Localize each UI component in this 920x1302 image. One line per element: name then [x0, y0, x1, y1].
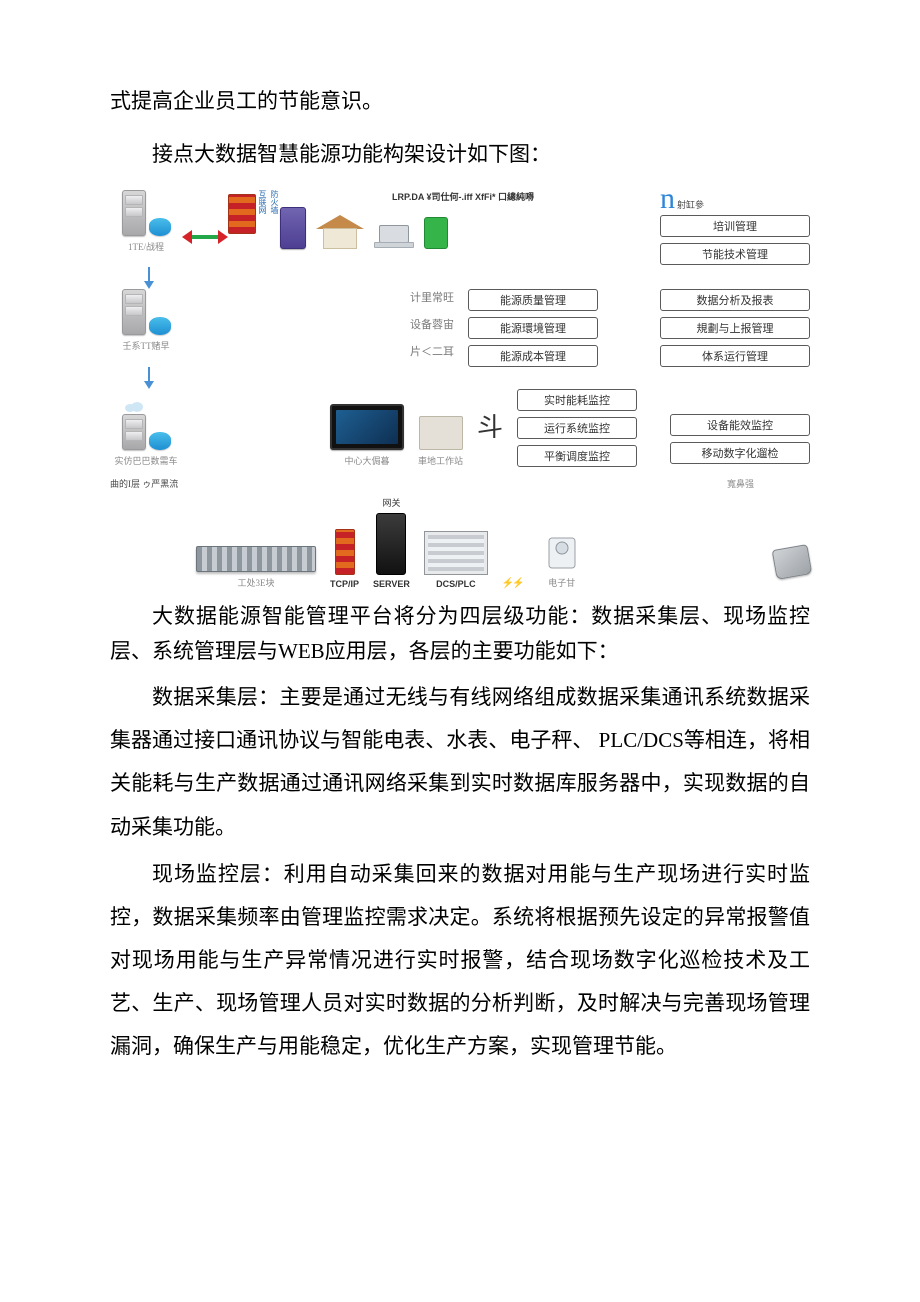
label-workstation: 車地工作站 — [418, 454, 463, 467]
pill-cost: 能源成本管理 — [468, 345, 598, 367]
label-server: SERVER — [373, 579, 410, 589]
pill-plan: 規劃与上报管理 — [660, 317, 810, 339]
label-r3-left: 实仿巴巴数需车 — [114, 454, 177, 467]
server-icon — [122, 289, 146, 335]
pill-train-mgmt: 培训管理 — [660, 215, 810, 237]
label-r2-left: 壬系TT赌早 — [123, 339, 170, 352]
app-server-icon — [280, 207, 306, 249]
pill-run-sys: 运行系统监控 — [517, 417, 637, 439]
switch-icon — [196, 546, 316, 572]
tablet-icon — [424, 217, 448, 249]
paragraph-2: 接点大数据智慧能源功能构架设计如下图： — [110, 133, 810, 176]
pill-quality: 能源质量管理 — [468, 289, 598, 311]
paragraph-5: 现场监控层：利用自动采集回来的数据对用能与生产现场进行实时监控，数据采集频率由管… — [110, 853, 810, 1068]
firewall-icon — [228, 194, 256, 234]
tag-3: 片＜二耳 — [410, 343, 454, 359]
cloud-icon — [124, 400, 144, 414]
vertical-text-2: 防火墙 — [270, 190, 278, 214]
label-switch: 工处3E块 — [238, 576, 275, 589]
pill-sys-run: 体系运行管理 — [660, 345, 810, 367]
vertical-text-1: 互联网 — [258, 190, 266, 214]
tag-list: 计里常旺 设备蓉宙 片＜二耳 — [410, 289, 454, 359]
label-gateway: 网关 — [382, 496, 400, 509]
n-letter-icon: n — [660, 190, 675, 208]
paragraph-4: 数据采集层：主要是通过无线与有线网络组成数据采集通讯系统数据采集器通过接口通讯协… — [110, 676, 810, 848]
label-monitor: 中心大侷暮 — [344, 454, 389, 467]
db-icon — [149, 432, 171, 450]
pill-mobile-insp: 移动数字化遛检 — [670, 442, 810, 464]
server-icon — [122, 414, 146, 450]
plc-icon — [424, 531, 488, 575]
server-tower-icon — [376, 513, 406, 575]
laptop-icon — [374, 225, 414, 249]
document-page: 式提高企业员工的节能意识。 接点大数据智慧能源功能构架设计如下图： 1TE/战程… — [0, 0, 920, 1168]
meter-icon — [543, 532, 581, 572]
firewall-icon — [335, 529, 355, 575]
db-icon — [149, 218, 171, 236]
camera-icon — [772, 544, 813, 580]
paragraph-3: 大数据能源智能管理平台将分为四层级功能：数据采集层、现场监控层、系统管理层与WE… — [110, 599, 810, 668]
label-meter: 电子甘 — [548, 576, 575, 589]
db-icon — [149, 317, 171, 335]
diagram-header-line: LRP.DA ¥司仕何-.iff XfFi* 口總純嘚 — [280, 190, 646, 203]
label-r4-left: 曲的I层 ゥ严黑流 — [110, 477, 178, 490]
wireless-icon: ⚡⚡ — [502, 578, 523, 589]
pill-analytics: 数据分析及报表 — [660, 289, 810, 311]
arrow-down-icon — [144, 281, 154, 289]
label-plc: DCS/PLC — [436, 579, 476, 589]
bidir-arrow-icon — [182, 232, 228, 242]
pill-realtime: 实时能耗监控 — [517, 389, 637, 411]
tag-1: 计里常旺 — [410, 289, 454, 305]
pill-env: 能源環境管理 — [468, 317, 598, 339]
n-suffix-label: 射缸參 — [677, 198, 704, 211]
label-r4-rtop: 寬鼻强 — [727, 477, 754, 490]
pill-energy-tech-mgmt: 节能技术管理 — [660, 243, 810, 265]
paragraph-1: 式提高企业员工的节能意识。 — [110, 80, 810, 123]
arrow-down-icon — [144, 381, 154, 389]
server-icon — [122, 190, 146, 236]
label-1te: 1TE/战程 — [128, 240, 164, 253]
tag-2: 设备蓉宙 — [410, 316, 454, 332]
pill-balance: 平衡调度监控 — [517, 445, 637, 467]
architecture-diagram: 1TE/战程 互联网 防火墙 LRP.DA ¥司仕何-.iff XfFi* 口總… — [110, 190, 810, 589]
monitor-icon — [330, 404, 404, 450]
house-icon — [316, 215, 364, 249]
label-tcpip: TCP/IP — [330, 579, 359, 589]
glyph-dou: 斗 — [477, 415, 503, 441]
workstation-icon — [419, 416, 463, 450]
pill-device-eff: 设备能效监控 — [670, 414, 810, 436]
